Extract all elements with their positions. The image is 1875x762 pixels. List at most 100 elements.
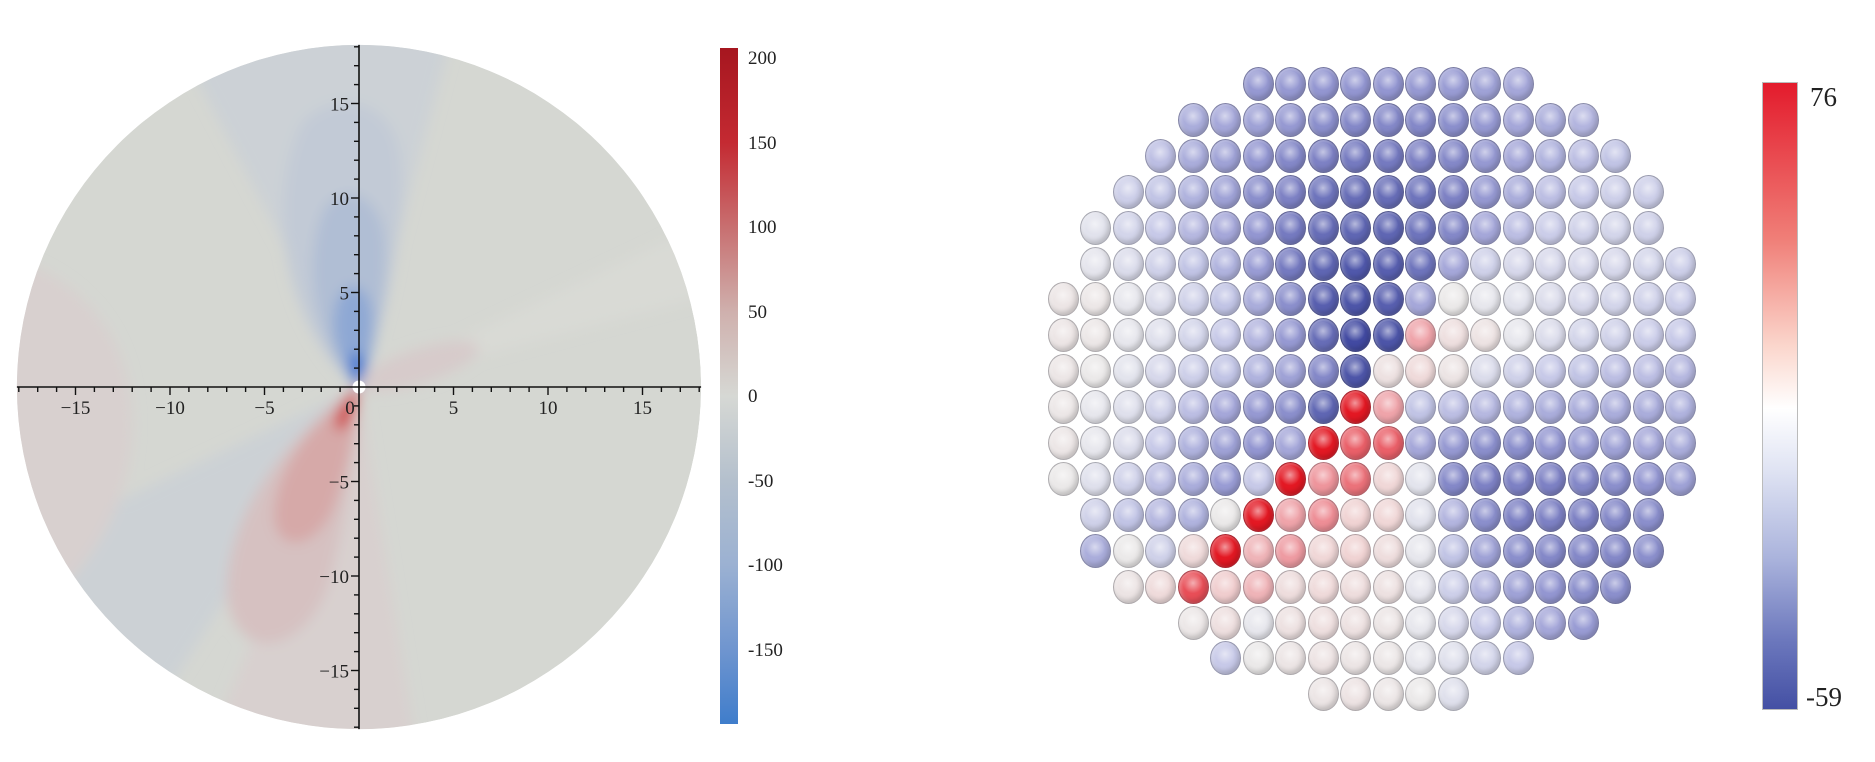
sphere <box>1242 318 1274 353</box>
sphere <box>1372 497 1404 532</box>
sphere <box>1502 138 1534 173</box>
sphere <box>1112 282 1144 317</box>
sphere <box>1372 138 1404 173</box>
sphere <box>1567 318 1599 353</box>
colorbar-left-tick-label: -100 <box>748 555 783 577</box>
sphere <box>1210 246 1241 281</box>
sphere <box>1535 174 1566 209</box>
sphere <box>1210 497 1241 532</box>
sphere <box>1242 569 1274 604</box>
sphere <box>1080 246 1111 281</box>
sphere <box>1177 282 1209 317</box>
sphere <box>1112 569 1144 604</box>
sphere <box>1242 390 1274 425</box>
colorbar-left-tick-label: 0 <box>748 386 758 408</box>
sphere <box>1632 210 1664 245</box>
sphere <box>1437 641 1469 676</box>
x-tick-label: 15 <box>633 398 652 419</box>
sphere <box>1600 138 1631 173</box>
x-tick-label: 0 <box>345 398 355 419</box>
sphere <box>1502 497 1534 532</box>
sphere <box>1600 210 1631 245</box>
sphere <box>1372 246 1404 281</box>
sphere <box>1405 569 1436 604</box>
axes: −15 −10 −5 0 5 10 15 −15 −10 −5 5 10 15 <box>16 44 702 730</box>
sphere <box>1307 461 1339 496</box>
sphere <box>1242 246 1274 281</box>
sphere <box>1275 354 1306 389</box>
sphere <box>1177 390 1209 425</box>
x-tick-label: −5 <box>254 398 274 419</box>
sphere <box>1340 67 1371 101</box>
sphere <box>1665 390 1696 425</box>
sphere <box>1242 497 1274 532</box>
sphere <box>1307 497 1339 532</box>
sphere <box>1405 354 1436 389</box>
sphere <box>1210 354 1241 389</box>
sphere <box>1307 102 1339 137</box>
sphere <box>1242 174 1274 209</box>
sphere <box>1242 533 1274 568</box>
sphere <box>1112 497 1144 532</box>
sphere <box>1405 461 1436 496</box>
sphere <box>1112 461 1144 496</box>
sphere <box>1210 569 1241 604</box>
sphere <box>1275 246 1306 281</box>
sphere <box>1210 426 1241 460</box>
sphere <box>1177 497 1209 532</box>
sphere <box>1372 677 1404 712</box>
sphere <box>1665 354 1696 389</box>
sphere <box>1632 282 1664 317</box>
sphere <box>1210 533 1241 568</box>
sphere <box>1112 318 1144 353</box>
sphere <box>1275 426 1306 460</box>
sphere <box>1275 102 1306 137</box>
sphere <box>1372 641 1404 676</box>
sphere <box>1177 533 1209 568</box>
sphere <box>1177 605 1209 640</box>
sphere <box>1275 390 1306 425</box>
sphere <box>1145 318 1176 353</box>
sphere <box>1567 461 1599 496</box>
sphere <box>1437 569 1469 604</box>
sphere <box>1080 461 1111 496</box>
sphere <box>1437 246 1469 281</box>
colorbar-left-tick-label: 200 <box>748 48 777 70</box>
sphere <box>1047 282 1079 317</box>
sphere <box>1502 641 1534 676</box>
sphere <box>1372 354 1404 389</box>
sphere <box>1210 318 1241 353</box>
sphere <box>1502 569 1534 604</box>
sphere <box>1470 533 1501 568</box>
sphere <box>1502 318 1534 353</box>
sphere <box>1275 605 1306 640</box>
sphere <box>1210 210 1241 245</box>
sphere <box>1112 390 1144 425</box>
sphere <box>1340 677 1371 712</box>
sphere <box>1210 138 1241 173</box>
sphere <box>1470 497 1501 532</box>
sphere <box>1405 318 1436 353</box>
sphere <box>1632 174 1664 209</box>
sphere <box>1177 102 1209 137</box>
sphere <box>1307 210 1339 245</box>
sphere <box>1275 318 1306 353</box>
sphere <box>1275 138 1306 173</box>
sphere <box>1502 426 1534 460</box>
sphere <box>1632 318 1664 353</box>
sphere <box>1535 569 1566 604</box>
sphere <box>1470 282 1501 317</box>
sphere <box>1405 246 1436 281</box>
sphere <box>1340 426 1371 460</box>
sphere <box>1437 461 1469 496</box>
positive-lobe-core <box>335 387 359 431</box>
colorbar-right <box>1762 82 1798 710</box>
sphere <box>1600 533 1631 568</box>
sphere <box>1502 390 1534 425</box>
sphere <box>1177 138 1209 173</box>
sphere <box>1372 390 1404 425</box>
sphere <box>1372 210 1404 245</box>
sphere <box>1567 210 1599 245</box>
sphere <box>1275 210 1306 245</box>
sphere <box>1437 318 1469 353</box>
